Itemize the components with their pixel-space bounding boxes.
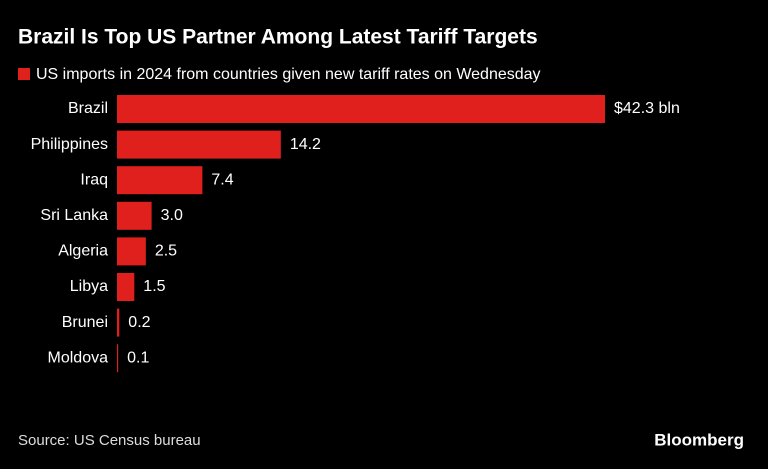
value-label: $42.3 bln: [614, 100, 680, 117]
category-label: Sri Lanka: [40, 207, 108, 224]
bar: [117, 201, 152, 230]
value-label: 0.2: [128, 314, 150, 331]
category-label: Algeria: [58, 243, 108, 260]
brand: Bloomberg: [654, 430, 744, 449]
value-label: 1.5: [143, 278, 165, 295]
category-label: Brunei: [62, 314, 108, 331]
value-label: 2.5: [155, 243, 177, 260]
chart-title: Brazil Is Top US Partner Among Latest Ta…: [18, 26, 538, 49]
value-label: 0.1: [127, 349, 149, 366]
category-label: Libya: [70, 278, 108, 295]
category-label: Philippines: [31, 136, 108, 153]
bar: [117, 130, 281, 159]
bar: [117, 273, 135, 301]
source: Source: US Census bureau: [18, 432, 201, 449]
bar: [117, 308, 120, 337]
category-label: Moldova: [48, 349, 109, 366]
category-label: Iraq: [80, 171, 108, 188]
bar: [117, 237, 146, 266]
legend-label: US imports in 2024 from countries given …: [36, 66, 541, 83]
bar: [117, 95, 605, 123]
category-label: Brazil: [68, 100, 108, 117]
value-label: 14.2: [290, 136, 321, 153]
value-label: 3.0: [161, 207, 183, 224]
bar: [117, 166, 203, 195]
bar: [117, 344, 119, 373]
legend-swatch: [18, 68, 30, 80]
value-label: 7.4: [211, 171, 233, 188]
